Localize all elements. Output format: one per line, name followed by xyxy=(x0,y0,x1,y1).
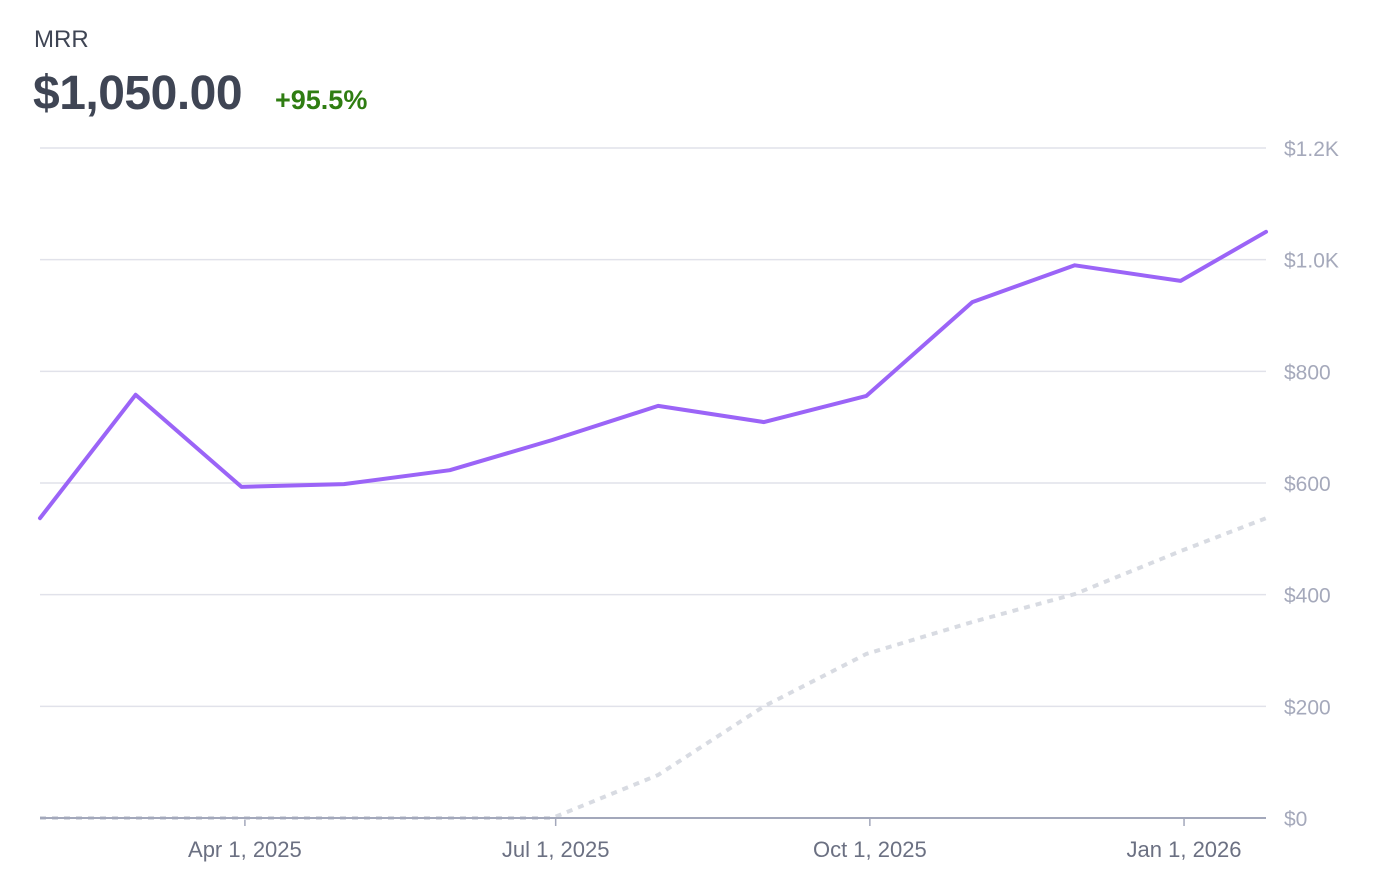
y-tick-label: $800 xyxy=(1284,361,1331,384)
series-line-current xyxy=(38,229,1268,521)
y-tick-label: $1.0K xyxy=(1284,250,1339,273)
current-value: $1,050.00 xyxy=(33,67,243,120)
y-tick-label: $1.2K xyxy=(1284,138,1339,161)
y-tick-label: $0 xyxy=(1284,808,1307,831)
x-tick-label: Apr 1, 2025 xyxy=(188,837,302,862)
y-tick-label: $400 xyxy=(1284,585,1331,608)
x-tick-label: Jul 1, 2025 xyxy=(502,837,610,862)
series-line-previous xyxy=(40,516,1267,820)
chart-title: MRR xyxy=(34,26,89,53)
x-tick-label: Jan 1, 2026 xyxy=(1127,837,1242,862)
x-tick-label: Oct 1, 2025 xyxy=(813,837,927,862)
y-tick-label: $200 xyxy=(1284,696,1331,719)
change-badge: +95.5% xyxy=(275,85,368,115)
y-tick-label: $600 xyxy=(1284,473,1331,496)
